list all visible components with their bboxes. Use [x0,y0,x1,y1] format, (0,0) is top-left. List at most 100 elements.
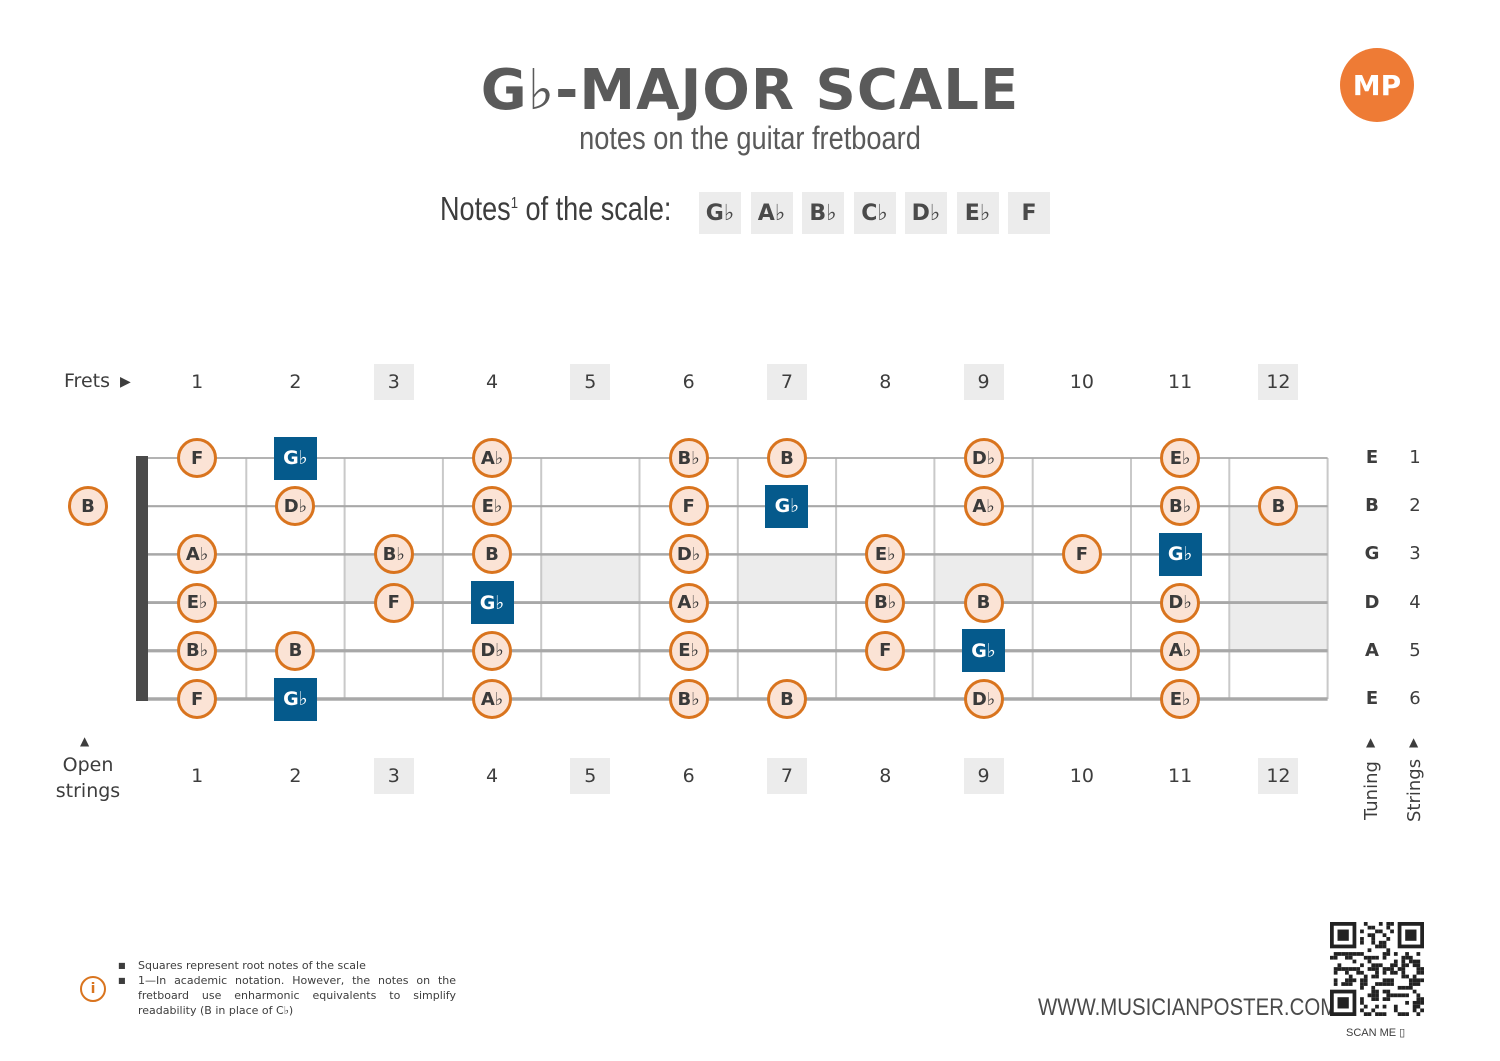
scale-note-circle: E♭ [472,486,513,527]
frets-label: Frets [64,370,110,392]
scale-note-circle: B♭ [668,679,709,719]
footnote-marker: 1 [510,195,519,212]
fret-number-bottom: 8 [879,765,892,787]
string-number: 5 [1409,639,1421,661]
nut [136,456,148,701]
tuning-letter: E [1365,688,1379,709]
open-label-line-1: Open [62,754,114,776]
open-strings-label: Open strings [50,752,126,804]
info-icon: i [80,976,106,1002]
logo: MP [1340,48,1414,122]
page-subtitle: notes on the guitar fretboard [579,120,921,156]
scale-note-box: D♭ [905,192,947,234]
scale-note-circle: E♭ [1160,438,1201,478]
scale-note-circle: B [472,534,513,575]
scale-note-circle: D♭ [963,679,1004,719]
scale-note-circle: B [766,679,807,719]
fret-number-top: 1 [191,371,204,393]
fret-number-bottom: 1 [191,765,204,787]
fret-number-top: 3 [373,364,414,400]
scale-note-box: E♭ [956,192,999,234]
root-note-square: G♭ [470,581,514,625]
scale-note-circle: F [373,582,414,623]
fret-number-top: 7 [766,364,807,400]
scale-note-box: B♭ [802,192,844,234]
scale-note-circle: B♭ [1160,486,1201,527]
scale-note-circle: E♭ [177,582,218,623]
string-number: 3 [1409,543,1421,565]
root-note-square: G♭ [273,677,317,721]
fret-number-bottom: 4 [486,765,499,787]
scale-note-circle: B♭ [177,630,218,671]
string-number: 2 [1409,495,1421,517]
scale-notes-label: Notes1 of the scale: [440,190,671,228]
fret-number-top: 10 [1069,371,1094,393]
scan-me-label: SCAN ME ▯ [1346,1027,1406,1039]
scale-note-box: G♭ [699,192,741,234]
scale-note-circle: A♭ [963,486,1004,527]
scale-note-circle: A♭ [177,534,218,575]
fret-inlay [737,554,837,603]
scale-note-circle: D♭ [472,630,513,671]
notes-label-word: Notes [440,190,511,227]
open-string-note: B [68,486,108,527]
scale-note-box: F [1008,192,1050,234]
fret-number-bottom: 7 [766,758,807,794]
scale-note-circle: A♭ [472,679,513,719]
qr-code-icon [1330,922,1424,1016]
up-arrow-icon: ▲ [1366,735,1376,749]
fret-number-bottom: 9 [963,758,1004,794]
scale-note-circle: B♭ [668,438,709,478]
scale-note-circle: E♭ [865,534,906,575]
scale-note-circle: D♭ [963,438,1004,478]
scale-note-circle: F [668,486,709,527]
scale-note-circle: A♭ [472,438,513,478]
right-arrow-icon: ▶ [120,374,131,390]
scale-note-circle: D♭ [1160,582,1201,623]
scale-note-circle: F [865,630,906,671]
tuning-letter: G [1364,543,1380,565]
tuning-letter: B [1365,495,1379,517]
scale-note-box: A♭ [750,192,793,234]
scale-note-circle: F [1061,534,1102,575]
scale-note-circle: D♭ [668,534,709,575]
website-url: WWW.MUSICIANPOSTER.COM [1038,994,1338,1021]
scale-note-circle: E♭ [668,630,709,671]
fret-number-top: 8 [879,371,892,393]
tuning-letter: A [1365,639,1379,661]
scale-note-circle: A♭ [668,582,709,623]
fret-number-bottom: 10 [1069,765,1094,787]
scale-note-circle: B♭ [865,582,906,623]
string-number: 1 [1409,447,1421,468]
root-note-square: G♭ [962,629,1006,673]
fret-number-bottom: 2 [289,765,302,787]
fret-number-bottom: 3 [373,758,414,794]
fret-number-top: 9 [963,364,1004,400]
root-note-square: G♭ [765,484,809,528]
fret-number-bottom: 6 [682,765,695,787]
root-note-square: G♭ [1158,532,1202,576]
fret-inlay [1229,506,1328,651]
strings-label: Strings [1404,758,1425,822]
fret-number-bottom: 12 [1258,758,1299,794]
scale-note-circle: B [766,438,807,478]
footnote-enharmonic: 1—In academic notation. However, the not… [118,973,456,1018]
fret-number-bottom: 5 [570,758,611,794]
scale-note-box: C♭ [853,192,896,234]
scale-note-circle: D♭ [275,486,316,527]
scale-note-circle: F [177,679,218,719]
fret-number-top: 6 [682,371,695,393]
up-arrow-icon: ▲ [1409,735,1419,749]
footnotes: Squares represent root notes of the scal… [118,958,456,1018]
scale-note-circle: B [1258,486,1299,527]
tuning-letter: D [1364,591,1380,613]
fret-inlay [541,554,640,603]
fret-number-top: 11 [1168,371,1193,393]
scale-note-circle: B♭ [373,534,414,575]
fret-number-bottom: 11 [1168,765,1193,787]
footnote-root-squares: Squares represent root notes of the scal… [118,958,456,973]
fret-number-top: 12 [1258,364,1299,400]
scale-note-circle: A♭ [1160,630,1201,671]
scale-note-circle: E♭ [1160,679,1201,719]
